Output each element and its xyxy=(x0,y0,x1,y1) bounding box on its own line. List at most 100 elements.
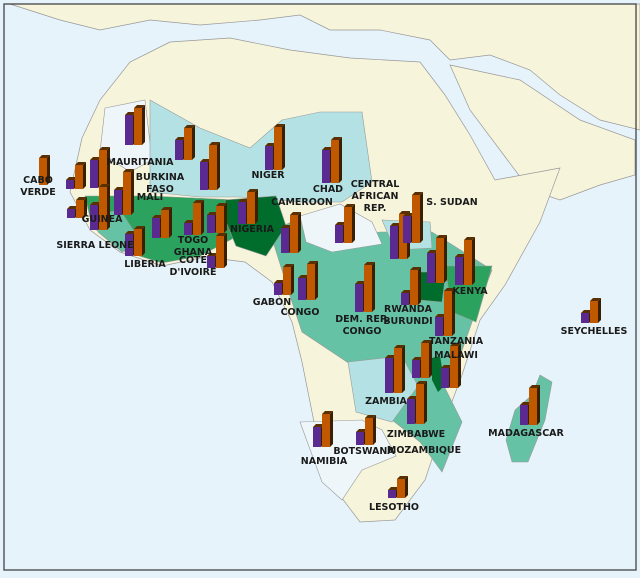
bar-purple xyxy=(385,358,393,393)
bar-pair xyxy=(385,345,405,393)
bar-orange-top xyxy=(216,233,227,236)
country-label-line: RWANDA xyxy=(384,304,433,315)
bar-orange-side xyxy=(83,162,86,189)
bar-orange xyxy=(421,343,429,378)
bar-purple-top xyxy=(90,157,101,160)
country-label: NAMIBIA xyxy=(301,456,348,467)
bar-orange xyxy=(397,479,405,498)
country-label-line: ZIMBABWE xyxy=(387,429,445,440)
bar-orange xyxy=(450,346,458,388)
country-label: MOZAMBIQUE xyxy=(387,445,461,456)
bar-purple xyxy=(90,205,98,230)
bar-pair xyxy=(403,192,423,243)
bar-orange-side xyxy=(472,237,475,285)
bar-orange-top xyxy=(436,235,447,238)
bar-pair xyxy=(407,381,427,424)
country-label-line: D'IVOIRE xyxy=(170,267,217,278)
bar-orange xyxy=(412,195,420,243)
bar-orange-side xyxy=(352,204,355,243)
country-label-line: MAURITANIA xyxy=(106,157,174,168)
bar-purple xyxy=(175,140,183,160)
bar-orange-top xyxy=(322,411,333,414)
bar-pair xyxy=(207,233,227,268)
bar-pair xyxy=(322,137,342,183)
bar-orange-top xyxy=(134,226,145,229)
bar-orange-top xyxy=(209,142,220,145)
country-label: CHAD xyxy=(313,184,343,195)
bar-pair xyxy=(427,235,447,283)
bar-pair xyxy=(265,124,285,170)
bar-pair xyxy=(90,147,110,188)
europe-middle-east-land xyxy=(9,3,640,131)
bar-purple-top xyxy=(125,112,136,115)
bar-orange-top xyxy=(76,197,87,200)
bar-purple xyxy=(581,313,589,323)
country-label: GUINEA xyxy=(82,214,123,225)
bar-orange-side xyxy=(282,124,285,170)
bar-orange-side xyxy=(420,192,423,243)
bar-pair xyxy=(520,385,540,425)
bar-orange xyxy=(529,388,537,425)
bar-orange-top xyxy=(247,189,258,192)
country-label-line: CABO xyxy=(23,175,53,186)
bar-purple-top xyxy=(455,254,466,257)
country-label-line: GUINEA xyxy=(82,214,123,225)
bar-orange-top xyxy=(365,415,376,418)
bar-pair xyxy=(274,264,294,295)
bar-orange xyxy=(322,414,330,447)
bar-pair xyxy=(66,162,86,189)
bar-pair xyxy=(388,476,408,498)
country-label: MALI xyxy=(137,192,163,203)
bar-pair xyxy=(125,226,145,256)
country-label: BOTSWANA xyxy=(333,446,395,457)
bar-orange-side xyxy=(429,340,432,378)
bar-orange xyxy=(331,140,339,183)
bar-orange xyxy=(193,203,201,235)
bar-orange-top xyxy=(529,385,540,388)
bar-pair xyxy=(281,212,301,253)
bar-purple xyxy=(298,278,306,300)
bar-orange xyxy=(307,264,315,300)
country-label-line: CONGO xyxy=(281,307,320,318)
country-label-line: KENYA xyxy=(452,286,488,297)
bar-purple-top xyxy=(184,220,195,223)
bar-orange xyxy=(99,187,107,230)
bar-pair xyxy=(441,343,461,388)
bar-pair xyxy=(412,340,432,378)
bar-orange-side xyxy=(192,125,195,160)
country-label: CENTRAL AFRICAN REP. xyxy=(351,179,400,214)
bar-orange-top xyxy=(99,147,110,150)
bar-purple-top xyxy=(152,215,163,218)
bar-purple-top xyxy=(114,187,125,190)
bar-orange xyxy=(365,418,373,445)
bar-orange xyxy=(209,145,217,190)
bar-purple xyxy=(125,115,133,145)
bar-orange xyxy=(247,192,255,224)
bar-orange-top xyxy=(193,200,204,203)
bar-orange xyxy=(416,384,424,424)
country-label: NIGERIA xyxy=(230,224,275,235)
bar-orange xyxy=(464,240,472,285)
bar-pair xyxy=(200,142,220,190)
bar-orange-side xyxy=(424,381,427,424)
bar-purple xyxy=(427,253,435,283)
bar-purple-top xyxy=(298,275,309,278)
bar-orange-side xyxy=(201,200,204,235)
bar-orange-top xyxy=(412,192,423,195)
country-label-line: MALI xyxy=(137,192,163,203)
country-label-line: BOTSWANA xyxy=(333,446,395,457)
bar-orange-top xyxy=(290,212,301,215)
bar-purple-top xyxy=(207,253,218,256)
country-label: LESOTHO xyxy=(369,502,419,513)
bar-orange-side xyxy=(452,288,455,336)
bar-orange xyxy=(76,200,84,218)
bar-purple-top xyxy=(175,137,186,140)
country-label-line: NIGER xyxy=(251,170,285,181)
bar-orange xyxy=(394,348,402,393)
country-label-line: FASO xyxy=(146,184,174,195)
bar-orange-side xyxy=(107,184,110,230)
bar-purple xyxy=(388,490,396,498)
country-label-line: S. SUDAN xyxy=(426,197,478,208)
